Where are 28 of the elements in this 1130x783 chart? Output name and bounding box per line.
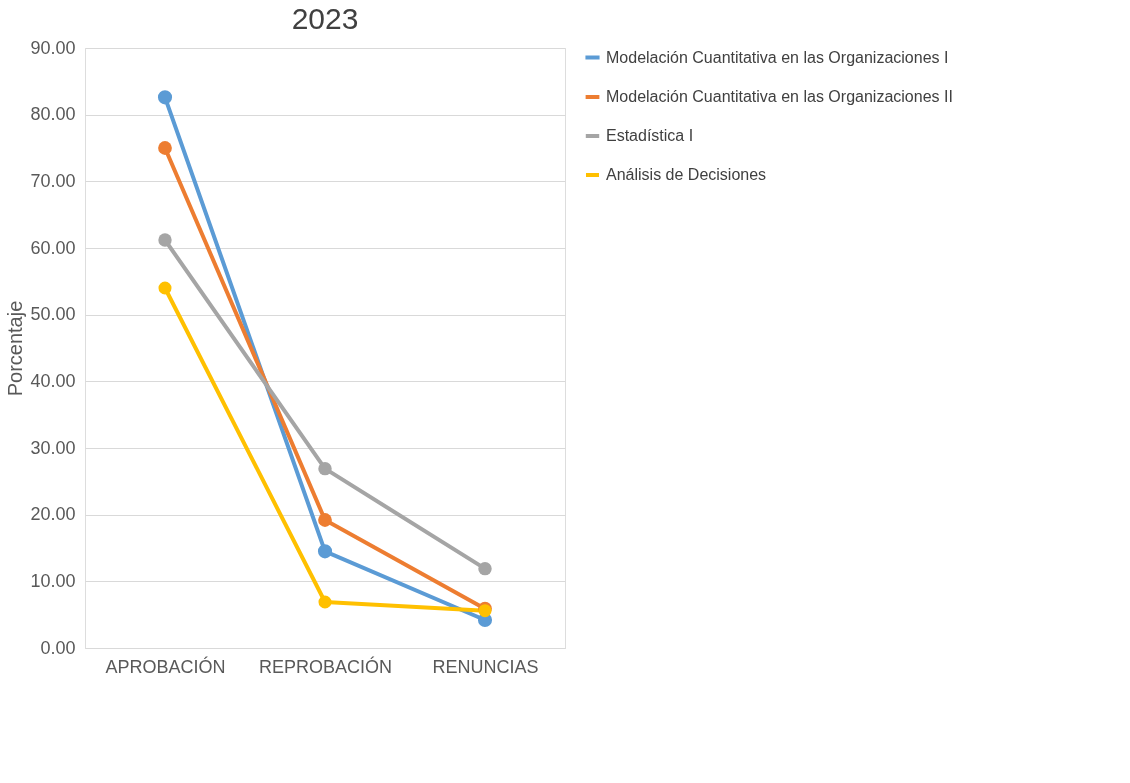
y-tick-label: 60.00 bbox=[30, 237, 76, 258]
point bbox=[317, 544, 333, 559]
y-tick-label: 80.00 bbox=[30, 104, 76, 125]
y-tick-label: 90.00 bbox=[30, 37, 76, 58]
y-tick-label: 30.00 bbox=[30, 437, 76, 458]
point bbox=[318, 595, 332, 609]
legend-label: Modelación Cuantitativa en las Organizaciones I bbox=[606, 48, 949, 66]
x-tick-label: RENUNCIAS bbox=[432, 656, 539, 677]
point bbox=[157, 90, 173, 105]
y-tick-label: 70.00 bbox=[30, 170, 76, 191]
legend-label: Modelación Cuantitativa en las Organizaciones II bbox=[606, 88, 953, 105]
x-tick-label: REPROBACIÓN bbox=[258, 655, 393, 677]
y-tick-label: 0.00 bbox=[40, 637, 76, 658]
point bbox=[478, 561, 492, 576]
point bbox=[158, 141, 172, 155]
point bbox=[158, 233, 172, 247]
point bbox=[318, 513, 332, 527]
y-tick-label: 40.00 bbox=[30, 370, 76, 391]
chart-title: 2023 bbox=[291, 2, 359, 35]
point bbox=[158, 281, 172, 295]
point bbox=[318, 461, 332, 476]
x-tick-label: APROBACIÓN bbox=[105, 655, 226, 677]
legend-label: Estadística I bbox=[606, 127, 694, 144]
y-tick-label: 50.00 bbox=[30, 304, 76, 325]
y-axis-title: Porcentaje bbox=[4, 300, 27, 397]
legend-label: Análisis de Decisiones bbox=[606, 166, 767, 183]
y-tick-label: 20.00 bbox=[30, 504, 76, 525]
y-tick-label: 10.00 bbox=[30, 570, 76, 591]
